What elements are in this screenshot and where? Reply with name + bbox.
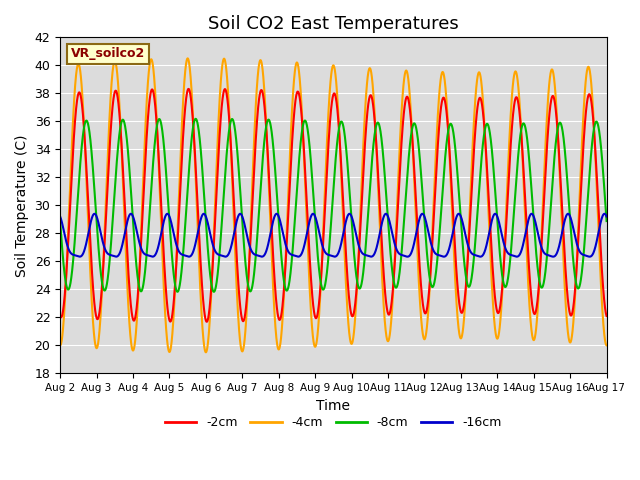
- Text: VR_soilco2: VR_soilco2: [71, 48, 145, 60]
- -16cm: [397, 252, 404, 257]
- -2cm: [397, 158, 404, 164]
- -16cm: [209, 242, 217, 248]
- -8cm: [173, 289, 181, 295]
- -8cm: [209, 288, 217, 293]
- -2cm: [551, 100, 559, 106]
- -4cm: [603, 342, 611, 348]
- -16cm: [387, 224, 395, 230]
- -16cm: [603, 213, 611, 219]
- -16cm: [603, 214, 611, 219]
- -4cm: [209, 251, 217, 256]
- Line: -4cm: -4cm: [60, 59, 607, 352]
- Y-axis label: Soil Temperature (C): Soil Temperature (C): [15, 134, 29, 276]
- -4cm: [387, 323, 395, 328]
- -2cm: [603, 312, 611, 318]
- Title: Soil CO2 East Temperatures: Soil CO2 East Temperatures: [208, 15, 459, 33]
- -2cm: [209, 256, 217, 262]
- -4cm: [202, 349, 210, 355]
- -4cm: [551, 84, 559, 90]
- -8cm: [210, 289, 218, 295]
- Line: -2cm: -2cm: [60, 89, 607, 322]
- -16cm: [185, 254, 193, 260]
- -4cm: [184, 56, 191, 61]
- -16cm: [163, 211, 171, 216]
- -4cm: [603, 342, 611, 348]
- -2cm: [387, 306, 395, 312]
- -8cm: [603, 218, 611, 224]
- Line: -8cm: -8cm: [60, 119, 607, 292]
- -2cm: [185, 86, 193, 92]
- -16cm: [56, 214, 64, 219]
- Line: -16cm: -16cm: [60, 214, 607, 257]
- -8cm: [397, 263, 404, 268]
- X-axis label: Time: Time: [316, 398, 350, 413]
- -8cm: [56, 218, 64, 224]
- -16cm: [173, 245, 181, 251]
- -8cm: [387, 254, 395, 260]
- -2cm: [203, 319, 211, 324]
- -16cm: [551, 253, 559, 259]
- -4cm: [397, 130, 404, 136]
- -4cm: [56, 342, 64, 348]
- -2cm: [603, 313, 611, 319]
- -4cm: [173, 236, 181, 242]
- -8cm: [551, 149, 559, 155]
- Legend: -2cm, -4cm, -8cm, -16cm: -2cm, -4cm, -8cm, -16cm: [160, 411, 507, 434]
- -8cm: [192, 116, 200, 122]
- -2cm: [173, 246, 181, 252]
- -2cm: [56, 313, 64, 319]
- -8cm: [603, 216, 611, 222]
